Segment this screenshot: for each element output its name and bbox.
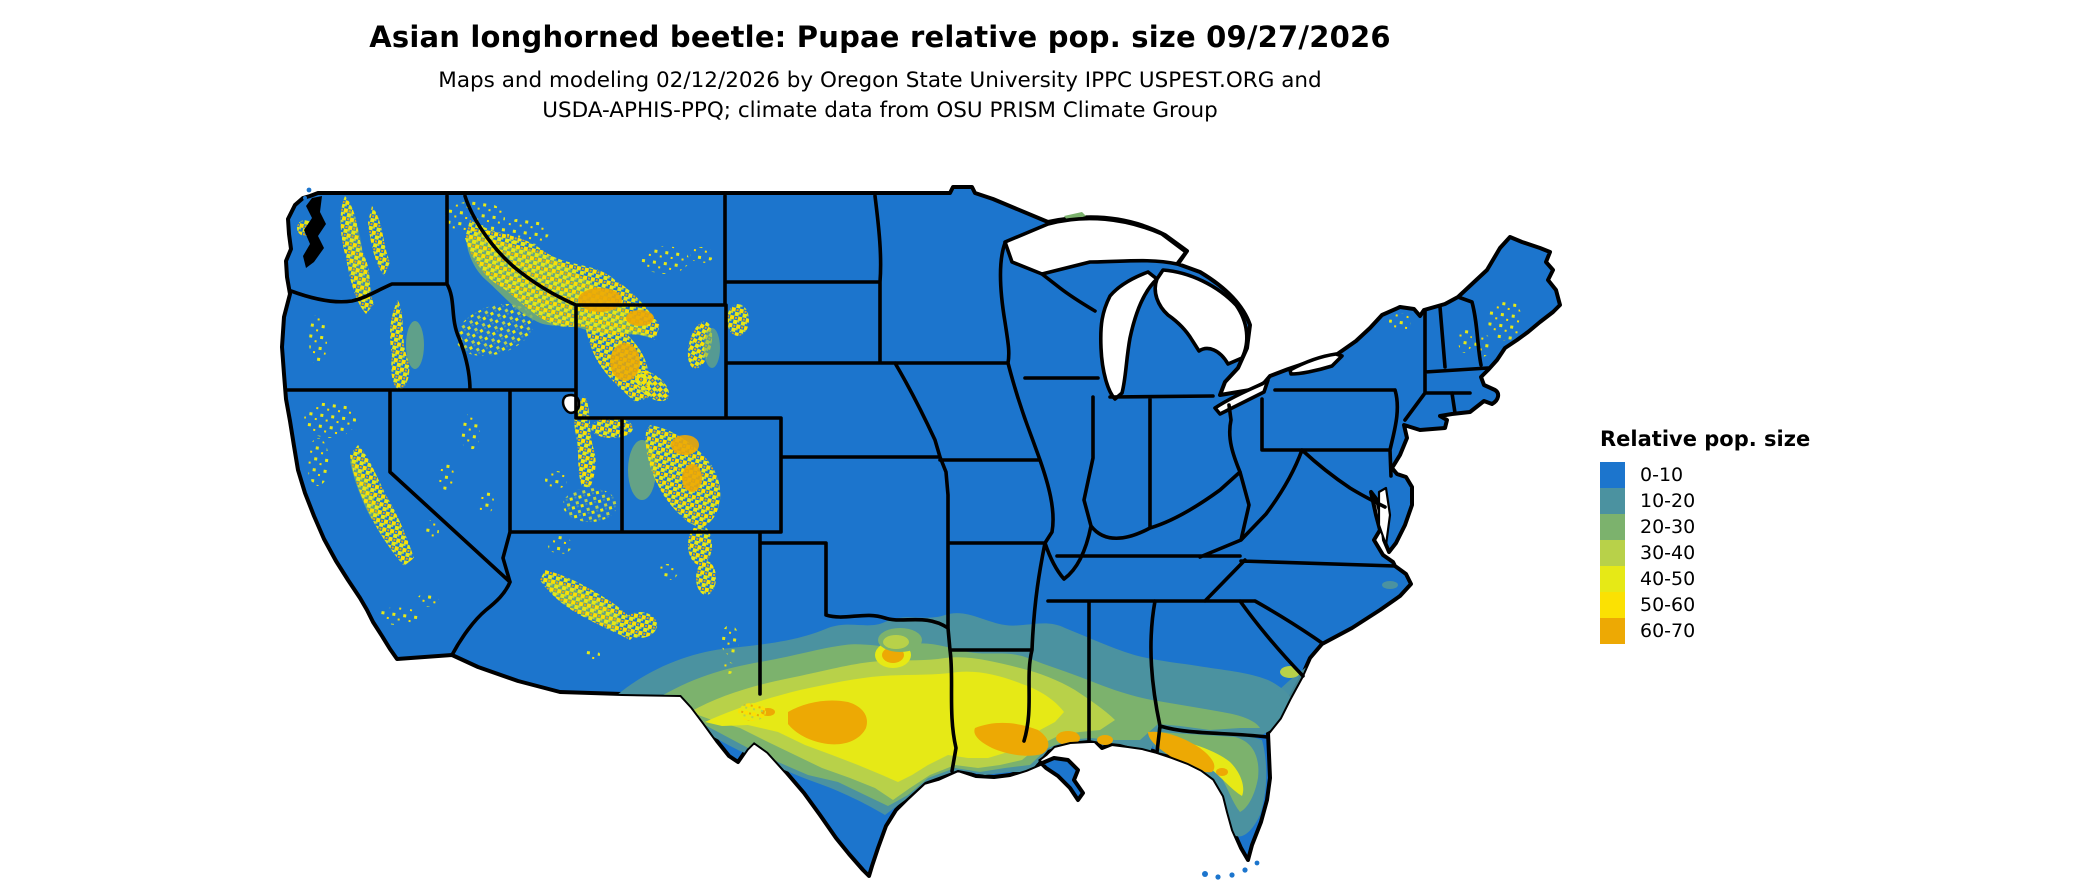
legend-item: 10-20 xyxy=(1600,488,1810,514)
legend-swatch xyxy=(1600,462,1625,488)
subtitle-line-1: Maps and modeling 02/12/2026 by Oregon S… xyxy=(438,68,1322,93)
lake-superior xyxy=(1003,216,1188,276)
legend-swatch xyxy=(1600,488,1625,514)
legend-title: Relative pop. size xyxy=(1600,427,1811,451)
legend-item: 60-70 xyxy=(1600,618,1810,644)
figure-header: Asian longhorned beetle: Pupae relative … xyxy=(0,0,1760,126)
legend-swatch xyxy=(1600,540,1625,566)
lake-ontario xyxy=(1288,352,1344,376)
legend-label: 0-10 xyxy=(1640,464,1684,486)
legend-label: 60-70 xyxy=(1640,620,1696,642)
puget-sound xyxy=(303,196,326,268)
legend-item: 20-30 xyxy=(1600,514,1810,540)
legend-label: 30-40 xyxy=(1640,542,1696,564)
san-juan-island-dots xyxy=(303,187,312,200)
legend-item: 0-10 xyxy=(1600,462,1810,488)
chesapeake-bay xyxy=(1377,486,1392,547)
legend-item: 40-50 xyxy=(1600,566,1810,592)
legend-swatch xyxy=(1600,592,1625,618)
legend-label: 50-60 xyxy=(1640,594,1696,616)
legend-swatch xyxy=(1600,566,1625,592)
legend-item: 50-60 xyxy=(1600,592,1810,618)
legend-swatch xyxy=(1600,514,1625,540)
legend-label: 40-50 xyxy=(1640,568,1696,590)
great-lakes-layer xyxy=(561,216,1392,547)
lake-michigan xyxy=(1098,270,1159,401)
page-title: Asian longhorned beetle: Pupae relative … xyxy=(369,20,1391,54)
legend-rows: 0-10 10-20 20-30 30-40 40-50 50-60 60-70 xyxy=(1600,462,1810,644)
figure-subtitle: Maps and modeling 02/12/2026 by Oregon S… xyxy=(0,66,1760,126)
legend-swatch xyxy=(1600,618,1625,644)
legend-label: 10-20 xyxy=(1640,490,1696,512)
legend-label: 20-30 xyxy=(1640,516,1696,538)
lake-huron xyxy=(1153,268,1249,366)
florida-keys-dots xyxy=(1202,860,1260,880)
state-borders xyxy=(284,194,1490,773)
legend-item: 30-40 xyxy=(1600,540,1810,566)
legend: Relative pop. size 0-10 10-20 20-30 30-40 40… xyxy=(1600,427,1810,644)
subtitle-line-2: USDA-APHIS-PPQ; climate data from OSU PR… xyxy=(542,98,1218,123)
